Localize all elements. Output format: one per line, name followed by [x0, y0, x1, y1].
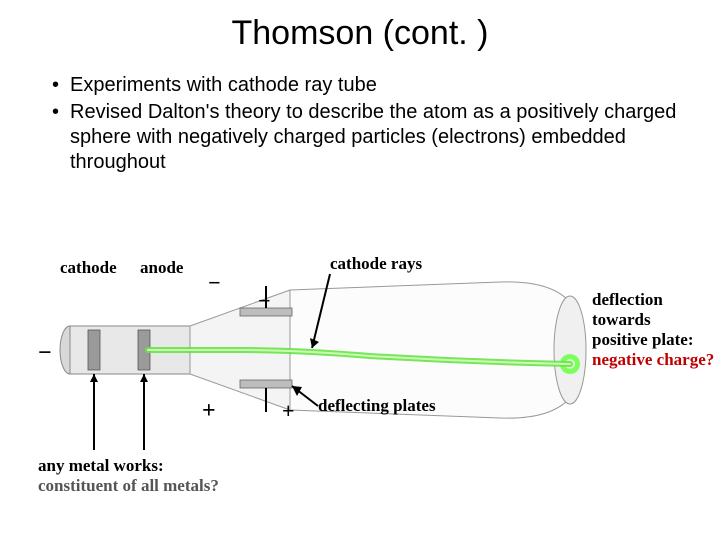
- bullet-list: Experiments with cathode ray tube Revise…: [0, 73, 720, 175]
- label-deflection-2: towards: [592, 310, 651, 330]
- bullet-item: Revised Dalton's theory to describe the …: [52, 100, 684, 175]
- slide-title: Thomson (cont. ): [0, 0, 720, 73]
- sign-minus-plate: −: [258, 288, 271, 314]
- cathode-ray-diagram: cathode anode cathode rays − − − + + def…: [30, 230, 690, 520]
- sign-minus-left: −: [38, 340, 52, 367]
- sign-plus-plate: +: [282, 398, 295, 424]
- label-constituent: constituent of all metals?: [38, 476, 219, 496]
- sign-minus-top: −: [208, 270, 221, 296]
- sign-plus-bottom: +: [202, 398, 216, 425]
- label-cathode: cathode: [60, 258, 117, 278]
- label-anode: anode: [140, 258, 183, 278]
- label-deflecting: deflecting plates: [318, 396, 436, 416]
- label-negative-q: negative charge?: [592, 350, 714, 370]
- label-deflection-3: positive plate:: [592, 330, 694, 350]
- label-any-metal: any metal works:: [38, 456, 164, 476]
- label-deflection-1: deflection: [592, 290, 663, 310]
- label-cathode-rays: cathode rays: [330, 254, 422, 274]
- bullet-item: Experiments with cathode ray tube: [52, 73, 684, 98]
